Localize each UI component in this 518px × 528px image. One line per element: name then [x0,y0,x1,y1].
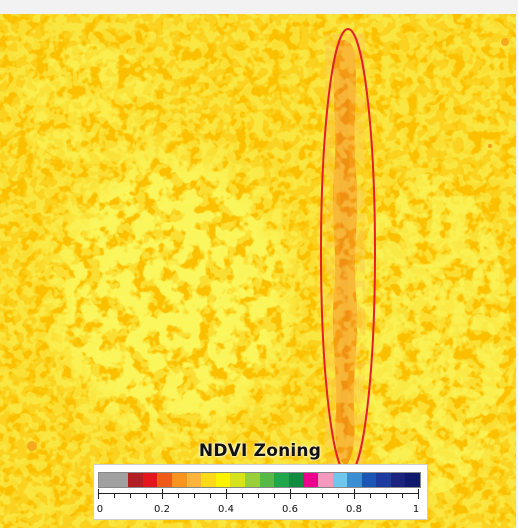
legend-minor-tick [146,493,147,498]
legend-minor-tick [130,493,131,498]
legend-tick-label: 0 [96,504,104,515]
vegetation-speckles [0,14,516,528]
legend-swatch [303,473,318,487]
legend-swatch [259,473,275,487]
legend-major-tick [290,489,291,499]
ndvi-map [0,14,516,528]
legend-minor-tick [338,493,339,498]
legend-swatch [244,473,260,487]
legend-swatch [347,473,362,487]
legend-swatch [186,473,202,487]
legend-minor-tick [194,493,195,498]
legend-swatch [405,473,421,487]
legend-minor-tick [258,493,259,498]
legend-major-tick [226,489,227,499]
legend-swatch [376,473,391,487]
legend-swatch [171,473,187,487]
legend-swatch [128,473,143,487]
legend-minor-tick [242,493,243,498]
legend-major-tick [162,489,163,499]
legend-tick-label: 0.6 [282,504,298,515]
legend-swatch [288,473,304,487]
legend-swatch [201,473,216,487]
legend-minor-tick [322,493,323,498]
legend-minor-tick [370,493,371,498]
legend-axis: 0 0.2 0.4 0.6 0.8 1 [97,489,419,515]
legend-minor-tick [178,493,179,498]
legend-major-tick [418,489,419,499]
legend-swatch [215,473,231,487]
legend: 0 0.2 0.4 0.6 0.8 1 [93,464,428,520]
legend-swatch [361,473,377,487]
ndvi-zoning-map-canvas [0,14,516,528]
legend-swatch [157,473,172,487]
legend-title: NDVI Zoning [198,441,322,461]
legend-minor-tick [386,493,387,498]
legend-swatch [390,473,406,487]
legend-tick-label: 0.4 [218,504,234,515]
legend-tick-label: 0.2 [154,504,170,515]
legend-minor-tick [114,493,115,498]
low-ndvi-strip [325,34,365,474]
legend-minor-tick [306,493,307,498]
legend-color-bar [98,472,421,488]
legend-swatch [142,473,158,487]
legend-minor-tick [210,493,211,498]
legend-minor-tick [402,493,403,498]
legend-tick-label: 0.8 [346,504,362,515]
legend-swatch [317,473,333,487]
legend-major-tick [98,489,99,499]
legend-minor-tick [274,493,275,498]
legend-swatch [230,473,245,487]
legend-swatch [274,473,289,487]
legend-tick-label: 1 [412,504,420,515]
legend-swatch [99,473,114,487]
legend-swatch [332,473,348,487]
legend-swatch [113,473,129,487]
legend-major-tick [354,489,355,499]
